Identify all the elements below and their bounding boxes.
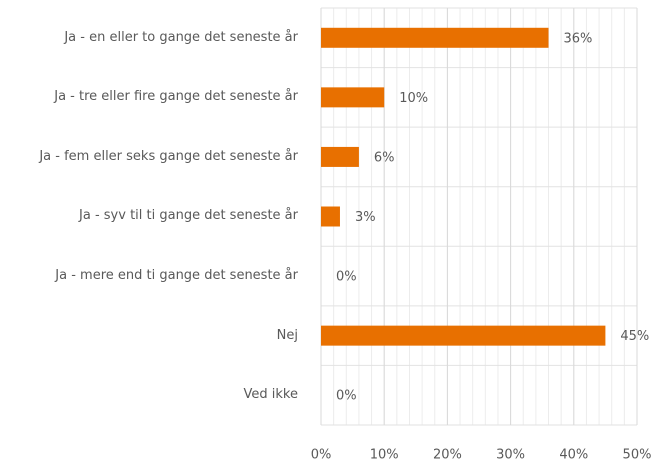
bar	[321, 325, 606, 346]
x-tick-label: 50%	[623, 448, 652, 463]
category-label: Ja - tre eller fire gange det seneste år	[54, 89, 298, 105]
value-label: 45%	[620, 329, 649, 344]
value-label: 6%	[374, 150, 395, 165]
bar	[321, 27, 549, 48]
category-label: Ja - fem eller seks gange det seneste år	[39, 148, 298, 164]
x-tick-label: 10%	[370, 448, 399, 463]
value-label: 3%	[355, 210, 376, 225]
bar	[321, 146, 359, 167]
value-label: 36%	[564, 31, 593, 46]
x-tick-label: 0%	[311, 448, 332, 463]
x-tick-label: 20%	[433, 448, 462, 463]
category-label: Ved ikke	[243, 387, 298, 403]
value-label: 0%	[336, 389, 357, 404]
x-tick-label: 40%	[559, 448, 588, 463]
value-label: 10%	[399, 91, 428, 106]
x-tick-label: 30%	[496, 448, 525, 463]
category-label: Ja - mere end ti gange det seneste år	[55, 268, 298, 284]
category-label: Nej	[276, 327, 298, 343]
value-label: 0%	[336, 270, 357, 285]
bar	[321, 87, 385, 108]
category-label: Ja - en eller to gange det seneste år	[64, 29, 298, 45]
category-label: Ja - syv til ti gange det seneste år	[79, 208, 298, 224]
bar	[321, 206, 340, 227]
